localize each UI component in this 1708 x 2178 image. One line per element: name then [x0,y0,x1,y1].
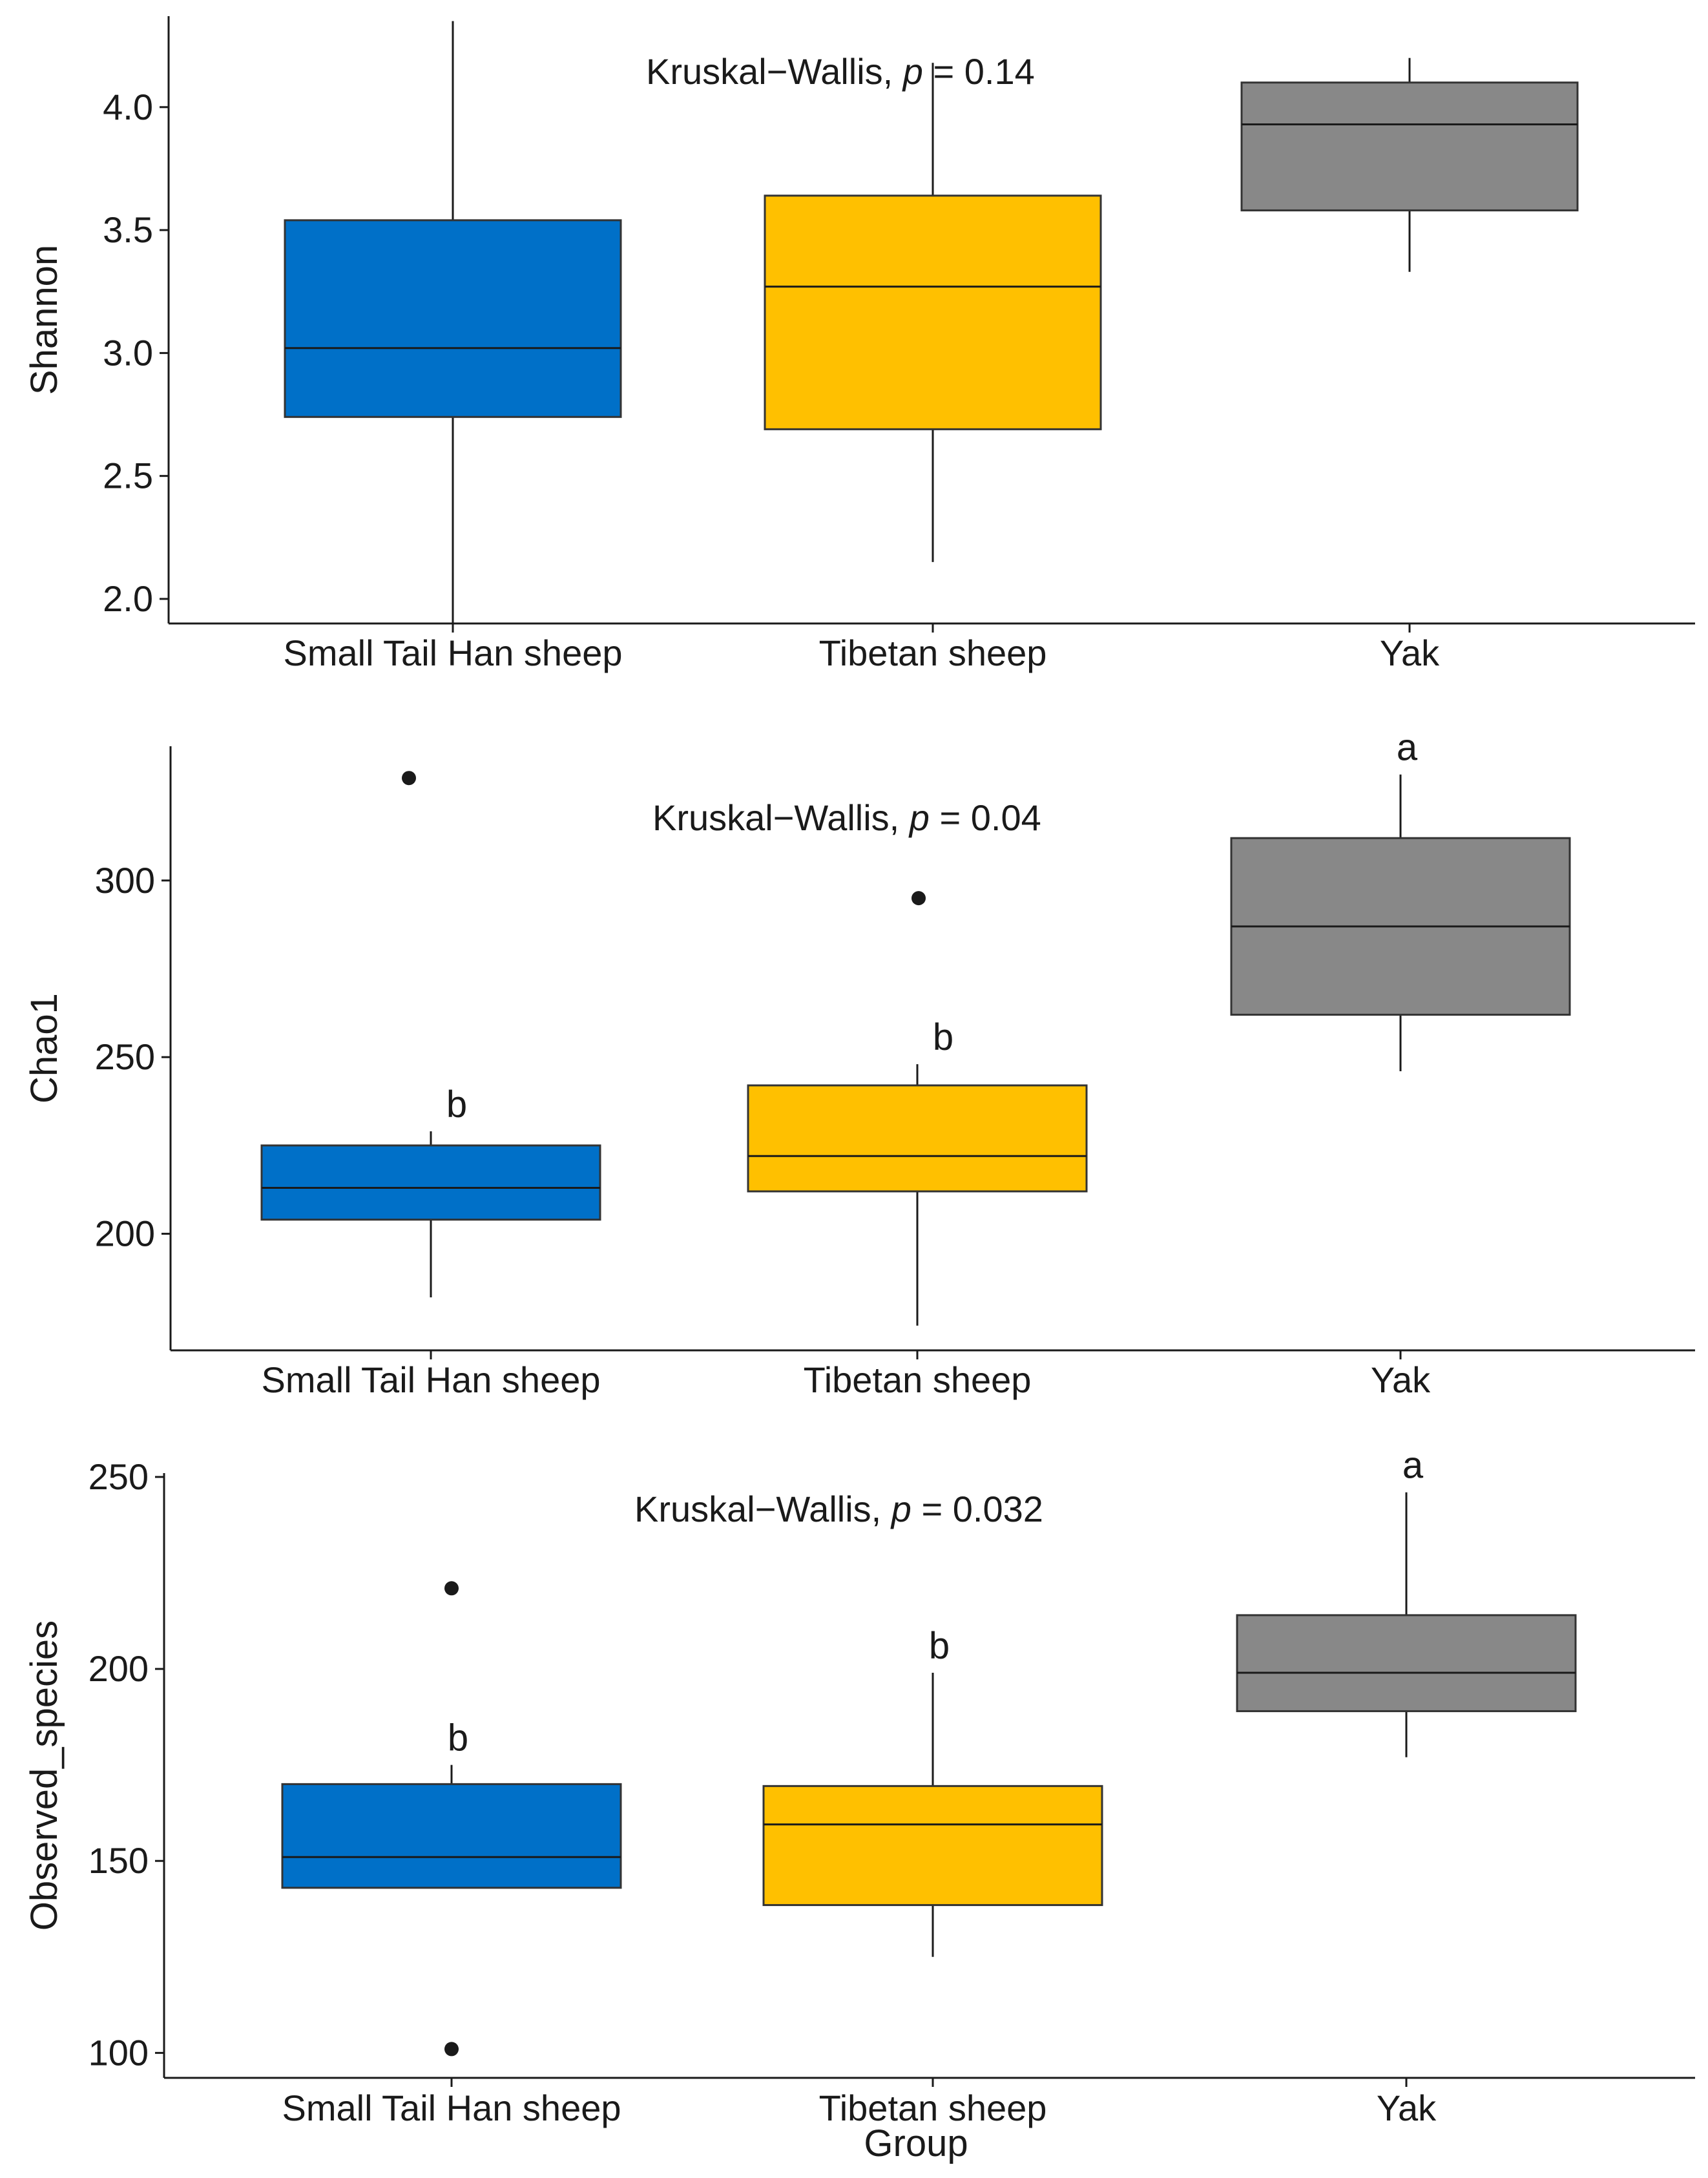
iqr-box [764,194,1102,430]
iqr-box [284,219,622,418]
outlier-point [444,1581,459,1596]
box-tibetan-sheep: b [747,891,1088,1326]
y-axis-title: Chao1 [23,993,65,1104]
y-tick-label: 150 [89,1840,149,1881]
significance-letter: a [1397,727,1418,769]
y-axis-title: Observed_species [23,1620,65,1931]
p-value: = 0.032 [911,1489,1043,1529]
p-symbol: p [908,797,930,838]
box-small-tail-han-sheep: b [260,771,601,1297]
y-tick-label: 3.5 [103,209,153,250]
box-yak [1240,58,1579,272]
iqr-box [762,1785,1103,1907]
box-yak: a [1236,1445,1577,1757]
p-value: = 0.04 [930,797,1041,838]
y-tick-label: 250 [95,1036,155,1077]
observed-species-panel: 100 150 200 250 Observed_species Kruskal−Wall… [23,1445,1695,2128]
box-tibetan-sheep: b [762,1625,1103,1957]
y-tick-label: 2.0 [103,578,153,619]
y-tick-label: 3.0 [103,332,153,373]
test-name: Kruskal−Wallis, [634,1489,891,1529]
significance-letter: b [448,1717,468,1759]
outlier-point [444,2042,459,2057]
x-tick-label: Small Tail Han sheep [282,2088,621,2128]
y-tick-label: 2.5 [103,455,153,496]
box-tibetan-sheep [764,63,1102,562]
p-symbol: p [902,51,923,92]
kruskal-wallis-label: Kruskal−Wallis, p = 0.14 [646,51,1035,92]
iqr-box [260,1144,601,1221]
x-tick-label: Tibetan sheep [804,1359,1032,1400]
x-tick-label: Small Tail Han sheep [283,633,622,673]
x-tick-label: Tibetan sheep [819,2088,1047,2128]
iqr-box [1236,1614,1577,1712]
p-symbol: p [890,1489,911,1529]
y-tick-label: 200 [95,1213,155,1254]
x-tick-label: Yak [1377,2088,1437,2128]
kruskal-wallis-label: Kruskal−Wallis, p = 0.04 [652,797,1041,838]
box-small-tail-han-sheep: b [281,1581,622,2057]
significance-letter: b [446,1084,467,1126]
y-tick-label: 100 [89,2032,149,2073]
kruskal-wallis-label: Kruskal−Wallis, p = 0.032 [634,1489,1043,1529]
iqr-box [1240,81,1579,212]
outlier-point [911,891,926,906]
shannon-panel: 2.0 2.5 3.0 3.5 4.0 Shannon Kruskal−Wallis, p … [23,16,1695,673]
x-tick-label: Yak [1371,1359,1431,1400]
y-tick-label: 250 [89,1456,149,1497]
x-tick-label: Tibetan sheep [819,633,1047,673]
p-value: = 0.14 [923,51,1035,92]
significance-letter: b [929,1625,950,1667]
x-tick-label: Yak [1380,633,1440,673]
y-axis-title: Shannon [23,245,65,395]
outlier-point [402,771,416,786]
y-tick-label: 300 [95,860,155,901]
x-axis-title: Group [864,2122,968,2164]
significance-letter: a [1402,1445,1424,1487]
iqr-box [281,1783,622,1889]
significance-letter: b [933,1016,953,1058]
chao1-panel: 200 250 300 Chao1 Kruskal−Wallis, p = 0.04 b S… [23,727,1695,1400]
test-name: Kruskal−Wallis, [652,797,910,838]
test-name: Kruskal−Wallis, [646,51,903,92]
box-small-tail-han-sheep [284,21,622,623]
box-yak: a [1230,727,1571,1072]
x-tick-label: Small Tail Han sheep [261,1359,600,1400]
iqr-box [747,1084,1088,1193]
y-tick-label: 200 [89,1648,149,1689]
y-tick-label: 4.0 [103,87,153,127]
